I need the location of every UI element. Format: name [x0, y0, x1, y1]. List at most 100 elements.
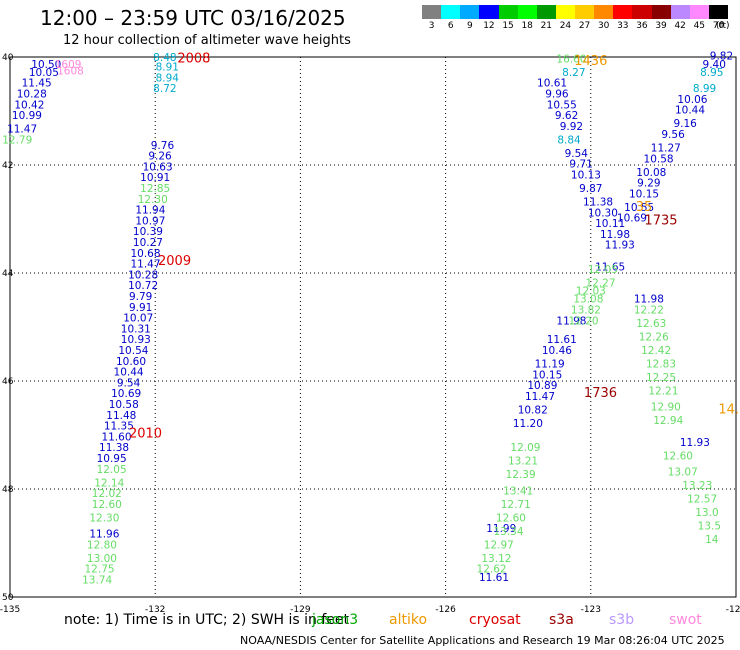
color-scale-tick-label: 24: [559, 21, 572, 31]
data-point-label: 11.98: [634, 294, 664, 306]
color-swatch: [594, 5, 614, 19]
data-point-label: 12.42: [641, 345, 671, 357]
data-point-label: 12.57: [687, 494, 717, 506]
data-point-label: 11.61: [479, 572, 509, 584]
color-swatch: [651, 5, 671, 19]
data-point-label: 9.26: [148, 151, 172, 163]
data-point-label: 12.79: [2, 134, 32, 146]
x-tick-label: -129: [290, 605, 311, 615]
data-point-label: 12.63: [636, 318, 666, 330]
data-point-label: 11.45: [22, 78, 52, 90]
data-point-label: 10.07: [123, 313, 153, 325]
data-point-label: 13.82: [571, 305, 601, 317]
data-point-label: 13.41: [503, 485, 533, 497]
color-swatch: [479, 5, 499, 19]
units-note: note: 1) Time is in UTC; 2) SWH is in fe…: [64, 612, 350, 628]
data-point-label: 12.05: [588, 264, 618, 276]
data-point-label: 11.94: [135, 205, 165, 217]
color-scale-tick-label: 6: [447, 21, 454, 31]
data-point-label: 8.48: [153, 52, 176, 64]
plot-frame: [9, 56, 737, 598]
color-swatch: [575, 5, 595, 19]
page-subtitle: 12 hour collection of altimeter wave hei…: [63, 33, 351, 48]
color-scale-tick-label: 39: [655, 21, 667, 31]
pass-time-label: 14.: [718, 402, 739, 417]
data-point-label: 11.93: [605, 240, 635, 252]
data-point-label: 12.22: [634, 305, 664, 317]
data-point-label: 10.42: [14, 99, 44, 111]
data-point-label: 10.44: [675, 105, 705, 117]
data-point-label: 11.65: [595, 261, 625, 273]
data-point-label: 13.23: [682, 480, 712, 492]
data-point-label: 10.61: [537, 78, 567, 90]
data-point-label: 11.96: [89, 529, 119, 541]
color-scale-bar: [422, 5, 728, 19]
data-point-label: 11.93: [680, 437, 710, 449]
data-point-label: 10.08: [636, 167, 666, 179]
data-point-label: 9.54: [117, 377, 141, 389]
x-tick-label: -132: [145, 605, 165, 615]
data-point-label: 10.58: [109, 399, 139, 411]
mission-legend-jason3: jason3: [312, 612, 359, 628]
pass-time-label: 2008: [177, 51, 210, 66]
x-tick-label: -123: [581, 605, 601, 615]
data-point-label: 9.87: [579, 183, 602, 195]
data-point-label: 12.39: [506, 469, 536, 481]
data-point-label: 10.15: [629, 188, 659, 200]
data-point-label: 12.60: [92, 499, 122, 511]
data-point-label: 8.72: [153, 83, 176, 95]
data-point-label: 11.99: [486, 523, 516, 535]
data-point-label: 11.27: [651, 143, 681, 155]
data-point-label: 12.62: [477, 564, 507, 576]
data-point-label: 12.90: [651, 402, 681, 414]
data-point-label: 10.72: [128, 280, 158, 292]
color-scale-tick-label: 30: [597, 21, 610, 31]
data-point-label: 12.30: [138, 194, 168, 206]
data-point-label: 10.28: [128, 269, 158, 281]
pass-time-label: 1735: [644, 213, 677, 228]
data-point-label: 10.28: [17, 89, 47, 101]
color-scale-labels: 3 6 9 12 15 18 21 24 27 30 33 36 39 42 45 70: [422, 21, 728, 33]
y-tick-label: 46: [2, 377, 14, 387]
y-tick-label: 40: [2, 53, 14, 63]
color-scale-unit: (ft): [716, 21, 730, 31]
data-point-label: 12.02: [92, 488, 122, 500]
color-scale-tick-label: 45: [693, 21, 706, 31]
color-scale-tick-label: 21: [540, 21, 553, 31]
y-tick-label: 44: [2, 269, 14, 279]
data-point-label: 1609: [55, 59, 82, 71]
data-point-label: 11.19: [535, 359, 565, 371]
data-point-label: 9.91: [129, 302, 152, 314]
data-point-label: 11.47: [130, 259, 160, 271]
data-point-label: 8.95: [700, 67, 723, 79]
color-swatch: [689, 5, 709, 19]
data-point-label: 12.85: [140, 183, 170, 195]
data-point-label: 11.60: [101, 431, 131, 443]
color-swatch: [555, 5, 575, 19]
color-scale-tick-label: 42: [674, 21, 686, 31]
pass-time-label: 2010: [129, 427, 162, 442]
data-point-label: 11.38: [583, 197, 613, 209]
data-point-label: 9.40: [703, 59, 726, 71]
data-point-label: 10.31: [121, 323, 151, 335]
color-swatch: [632, 5, 652, 19]
data-point-label: 12.03: [576, 286, 606, 298]
data-point-label: 10.15: [532, 369, 562, 381]
data-point-label: 10.97: [135, 215, 165, 227]
data-point-label: 11.98: [600, 229, 630, 241]
y-tick-label: 42: [2, 161, 13, 171]
pass-time-label: 35: [636, 200, 653, 215]
data-point-label: 10.89: [527, 380, 557, 392]
data-point-label: 10.93: [121, 334, 151, 346]
data-point-label: 9.54: [565, 148, 589, 160]
data-point-label: 9.62: [555, 110, 578, 122]
data-point-label: 10.91: [140, 172, 170, 184]
mission-legend-swot: swot: [669, 612, 702, 628]
pass-time-label: 2009: [158, 254, 191, 269]
data-point-label: 13.0: [695, 507, 718, 519]
data-point-label: 13.21: [508, 456, 538, 468]
data-point-label: 10.99: [12, 110, 42, 122]
data-point-label: 11.20: [513, 418, 543, 430]
x-tick-label: -126: [435, 605, 456, 615]
data-point-label: 11.61: [547, 334, 577, 346]
